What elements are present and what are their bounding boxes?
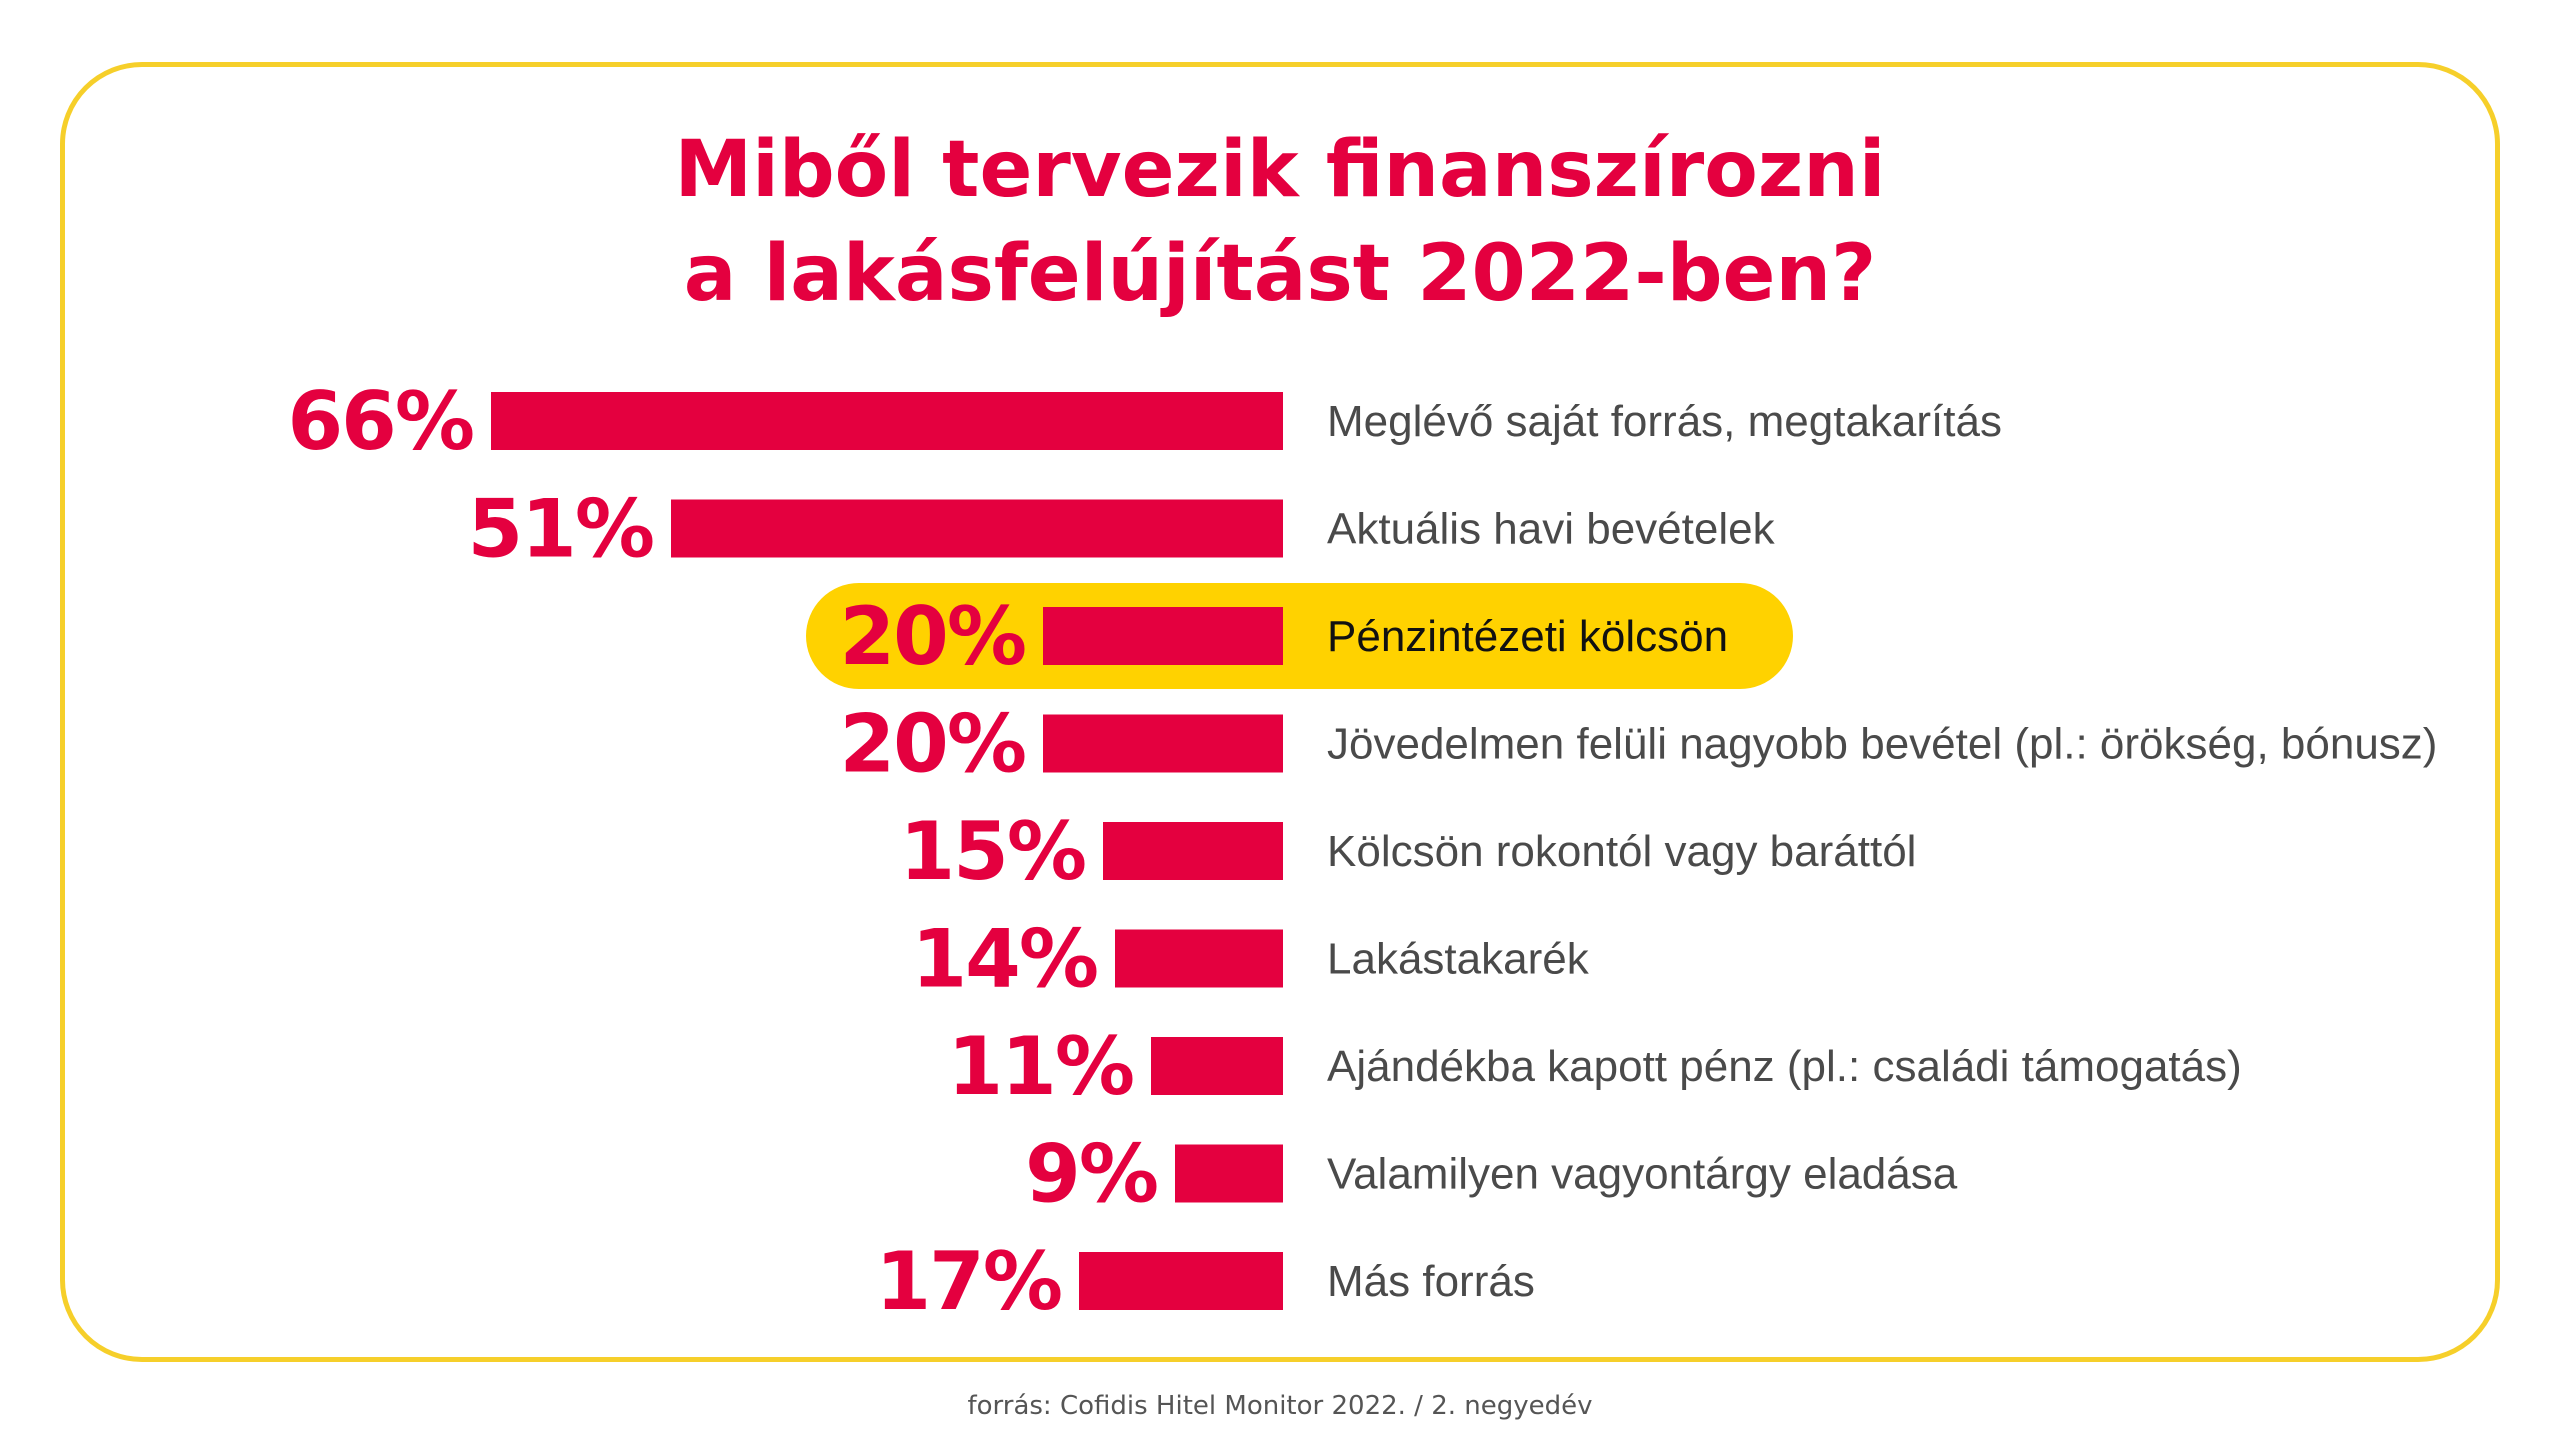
bar — [1043, 607, 1283, 665]
value-label: 14% — [912, 913, 1097, 1006]
category-label: Pénzintézeti kölcsön — [1327, 612, 1728, 661]
category-label: Kölcsön rokontól vagy baráttól — [1327, 827, 1916, 876]
value-label: 51% — [468, 483, 653, 576]
bar — [1103, 822, 1283, 880]
value-label: 17% — [876, 1235, 1061, 1328]
chart-title-line-1: Miből tervezik finanszírozni — [674, 125, 1886, 215]
bar — [1043, 714, 1283, 773]
value-label: 66% — [288, 375, 473, 468]
chart-frame — [60, 62, 2500, 1362]
value-label: 15% — [900, 805, 1085, 898]
category-label: Jövedelmen felüli nagyobb bevétel (pl.: … — [1327, 720, 2437, 769]
chart-title-line-2: a lakásfelújítást 2022-ben? — [683, 229, 1877, 319]
value-label: 11% — [948, 1020, 1133, 1113]
value-label: 20% — [840, 698, 1025, 791]
bar — [1115, 929, 1283, 988]
category-label: Ajándékba kapott pénz (pl.: családi támo… — [1327, 1042, 2242, 1091]
value-label: 9% — [1025, 1128, 1157, 1221]
bar — [1151, 1037, 1283, 1095]
chart-title: Miből tervezik finanszírozni a lakásfelú… — [0, 118, 2560, 326]
bar — [491, 392, 1283, 450]
bar — [1175, 1144, 1283, 1203]
value-label: 20% — [840, 590, 1025, 683]
category-label: Lakástakarék — [1327, 935, 1590, 984]
category-label: Aktuális havi bevételek — [1327, 505, 1776, 554]
source-note: forrás: Cofidis Hitel Monitor 2022. / 2.… — [967, 1391, 1593, 1421]
category-label: Valamilyen vagyontárgy eladása — [1327, 1150, 1958, 1199]
category-label: Más forrás — [1327, 1257, 1535, 1306]
category-label: Meglévő saját forrás, megtakarítás — [1327, 397, 2002, 446]
bar — [1079, 1252, 1283, 1310]
bar — [671, 499, 1283, 558]
